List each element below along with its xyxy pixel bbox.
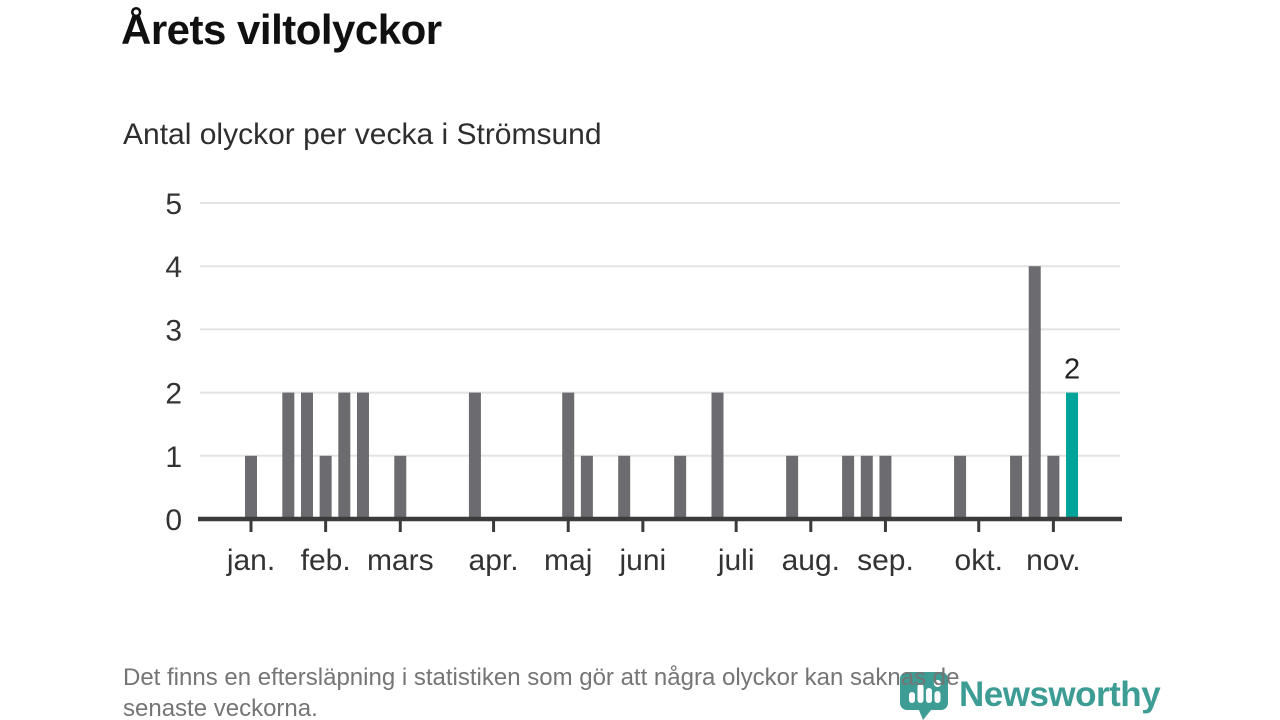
bar-week-24 xyxy=(674,455,687,519)
x-axis-label-nov: nov. xyxy=(1026,544,1080,577)
y-axis-label-5: 5 xyxy=(165,188,182,221)
chart-footnote: Det finns en eftersläpning i statistiken… xyxy=(123,662,959,720)
x-axis-label-sep: sep. xyxy=(857,544,914,577)
x-axis-label-maj: maj xyxy=(544,544,592,577)
chart-title: Årets viltolyckor xyxy=(121,6,442,53)
footnote-line-1: Det finns en eftersläpning i statistiken… xyxy=(123,664,960,691)
bar-week-30 xyxy=(786,455,799,519)
bar-week-4 xyxy=(300,392,313,519)
bar-week-34 xyxy=(860,455,873,519)
x-axis-label-juni: juni xyxy=(619,544,667,577)
x-axis-label-mars: mars xyxy=(367,544,434,577)
newsworthy-logo-text: Newsworthy xyxy=(959,675,1161,714)
x-axis-label-apr: apr. xyxy=(469,544,519,577)
y-axis-label-3: 3 xyxy=(165,314,182,347)
bar-week-43 xyxy=(1028,266,1041,519)
y-axis-label-0: 0 xyxy=(165,504,182,537)
bar-week-18 xyxy=(562,392,575,519)
bar-week-1 xyxy=(245,455,257,519)
x-axis-label-okt: okt. xyxy=(955,544,1003,577)
x-axis-label-aug: aug. xyxy=(782,544,840,577)
x-axis-label-feb: feb. xyxy=(301,544,351,577)
footnote-line-2: senaste veckorna. xyxy=(123,695,318,720)
bar-week-3 xyxy=(282,392,295,519)
x-axis-label-jan: jan. xyxy=(226,544,275,577)
chart-subtitle: Antal olyckor per vecka i Strömsund xyxy=(123,118,602,151)
y-axis-label-4: 4 xyxy=(165,251,182,284)
highlight-value-label: 2 xyxy=(1064,354,1080,386)
y-axis-label-1: 1 xyxy=(165,441,182,474)
bar-week-35 xyxy=(879,455,892,519)
bar-week-44 xyxy=(1047,455,1060,519)
bar-week-42 xyxy=(1010,455,1023,519)
bar-week-45-highlight xyxy=(1066,392,1079,519)
bar-week-7 xyxy=(356,392,369,519)
bar-week-19 xyxy=(580,455,593,519)
bar-week-26 xyxy=(711,392,724,519)
x-axis-label-juli: juli xyxy=(717,544,755,577)
bar-week-39 xyxy=(954,455,967,519)
y-axis-label-2: 2 xyxy=(165,378,182,411)
bar-week-33 xyxy=(842,455,855,519)
bar-week-6 xyxy=(338,392,351,519)
bar-week-9 xyxy=(394,455,407,519)
bar-week-13 xyxy=(468,392,481,519)
newsworthy-pin-barchart-icon xyxy=(900,672,948,720)
bar-week-5 xyxy=(319,455,332,519)
bar-week-21 xyxy=(618,455,631,519)
newsworthy-logo: Newsworthy xyxy=(898,670,1161,720)
